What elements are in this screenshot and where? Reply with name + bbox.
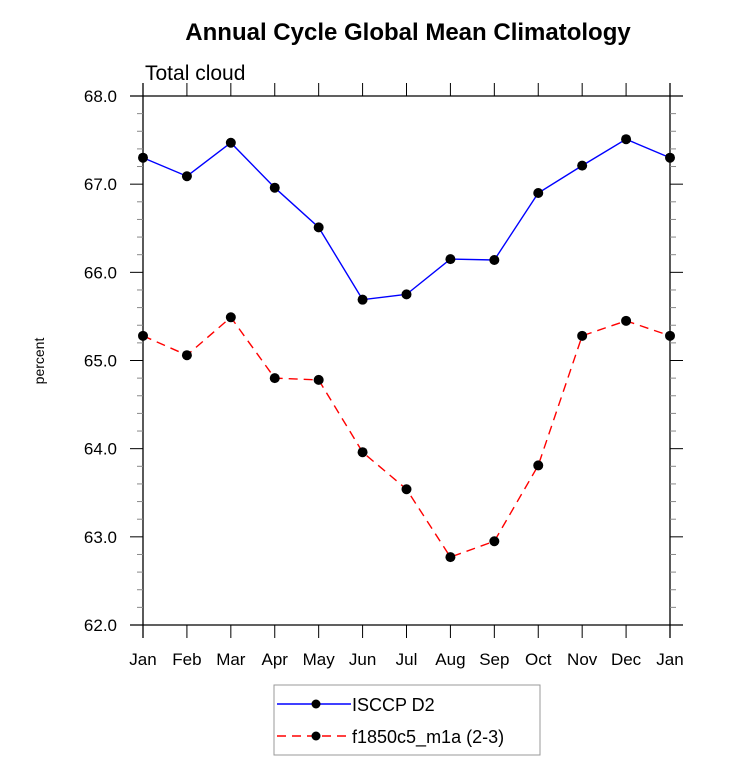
x-tick-label: Feb <box>172 650 201 669</box>
legend: ISCCP D2 f1850c5_m1a (2-3) <box>273 684 541 756</box>
x-tick-label: Nov <box>567 650 598 669</box>
x-tick-label: Sep <box>479 650 509 669</box>
data-point <box>533 460 544 471</box>
data-point <box>138 152 148 163</box>
data-point <box>269 182 280 193</box>
x-tick-label: Jun <box>349 650 376 669</box>
axes <box>130 83 683 638</box>
series-line <box>142 316 671 558</box>
y-axis-label: percent <box>31 338 47 385</box>
legend-marker <box>311 731 321 741</box>
y-tick-labels: 62.0 63.0 64.0 65.0 66.0 67.0 68.0 <box>84 87 117 635</box>
data-point <box>533 187 544 198</box>
x-tick-labels: Jan Feb Mar Apr May Jun Jul Aug Sep Oct Nov Dec Jan <box>129 650 683 669</box>
data-point <box>445 254 456 265</box>
y-tick-label: 64.0 <box>84 440 117 459</box>
y-tick-label: 62.0 <box>84 616 117 635</box>
legend-marker <box>311 699 321 709</box>
x-tick-label: Jul <box>396 650 418 669</box>
data-point <box>401 289 412 300</box>
data-point <box>445 552 456 563</box>
legend-item: ISCCP D2 <box>277 695 435 715</box>
legend-label: f1850c5_m1a (2-3) <box>352 727 504 748</box>
data-point <box>269 373 280 384</box>
data-point <box>225 312 236 323</box>
data-point <box>665 152 675 163</box>
chart-subtitle: Total cloud <box>145 62 245 85</box>
data-point <box>401 484 412 495</box>
data-point <box>489 254 500 265</box>
data-point <box>357 447 368 458</box>
data-point <box>138 330 148 341</box>
x-tick-label: Jan <box>129 650 156 669</box>
data-point <box>181 171 192 182</box>
y-tick-label: 66.0 <box>84 263 117 282</box>
legend-item: f1850c5_m1a (2-3) <box>277 727 504 748</box>
data-point <box>577 330 588 341</box>
legend-box <box>273 684 541 756</box>
x-tick-label: May <box>303 650 336 669</box>
series-1 <box>138 134 675 305</box>
data-point <box>489 536 500 547</box>
data-point <box>225 137 236 148</box>
data-point <box>577 160 588 171</box>
data-point <box>665 330 675 341</box>
data-point <box>357 294 368 305</box>
series-2 <box>138 312 675 563</box>
y-tick-label: 63.0 <box>84 528 117 547</box>
series-layer <box>138 134 675 563</box>
x-tick-label: Mar <box>216 650 246 669</box>
legend-label: ISCCP D2 <box>352 695 435 715</box>
x-tick-label: Jan <box>656 650 683 669</box>
x-tick-label: Oct <box>525 650 552 669</box>
y-tick-label: 68.0 <box>84 87 117 106</box>
data-point <box>621 315 632 326</box>
x-tick-label: Dec <box>611 650 642 669</box>
data-point <box>313 374 324 385</box>
x-tick-label: Apr <box>262 650 289 669</box>
data-point <box>621 134 632 145</box>
chart-title: Annual Cycle Global Mean Climatology <box>185 19 631 46</box>
y-tick-label: 67.0 <box>84 175 117 194</box>
y-tick-label: 65.0 <box>84 352 117 371</box>
series-line <box>142 138 671 301</box>
data-point <box>313 222 324 233</box>
x-tick-label: Aug <box>435 650 465 669</box>
data-point <box>181 350 192 361</box>
